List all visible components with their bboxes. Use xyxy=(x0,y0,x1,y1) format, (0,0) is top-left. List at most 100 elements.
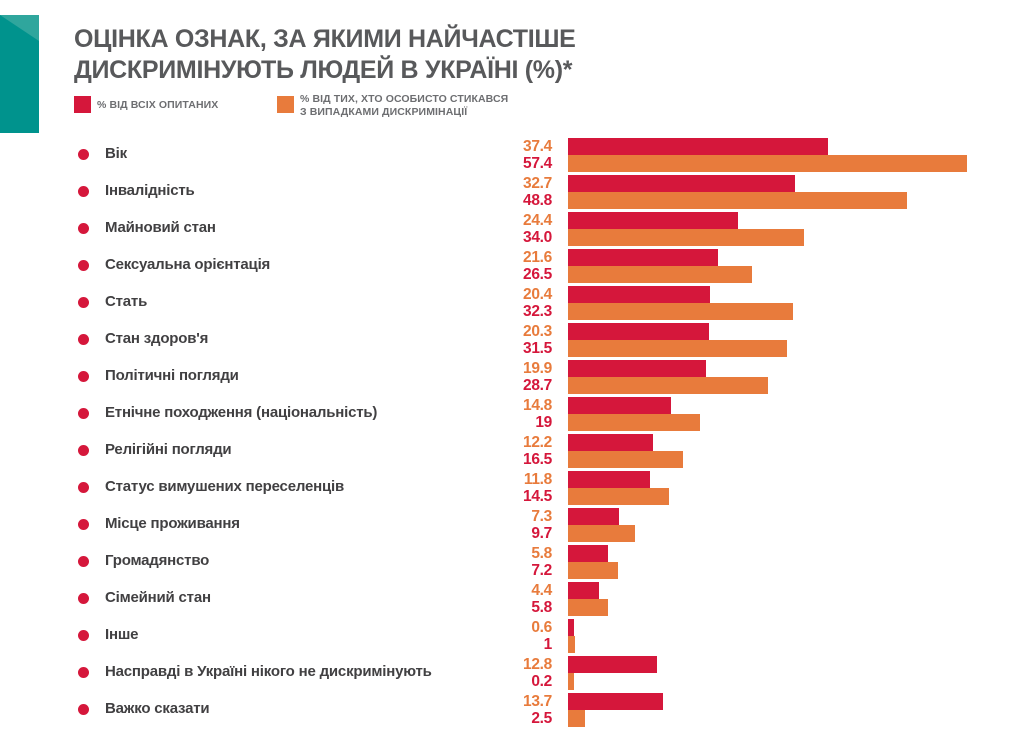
value-pair: 0.6 1 xyxy=(440,617,552,653)
bar-all-respondents xyxy=(568,138,828,155)
chart-row: Місце проживання 7.3 9.7 xyxy=(0,506,1024,543)
value-pair: 14.8 19 xyxy=(440,395,552,431)
ribbon-fold-triangle xyxy=(0,15,39,41)
category-label: Політичні погляди xyxy=(105,367,239,384)
chart-rows: Вік 37.4 57.4 Інвалідність 32.7 48.8 Май… xyxy=(0,136,1024,736)
value-pair: 12.8 0.2 xyxy=(440,654,552,690)
category-label: Етнічне походження (національність) xyxy=(105,404,378,421)
bullet-icon xyxy=(78,371,89,382)
bar-experienced xyxy=(568,192,908,209)
value-all-respondents: 5.8 xyxy=(531,545,552,562)
value-pair: 11.8 14.5 xyxy=(440,469,552,505)
bar-experienced xyxy=(568,451,683,468)
value-experienced: 0.2 xyxy=(531,673,552,690)
page-title-line1: ОЦІНКА ОЗНАК, ЗА ЯКИМИ НАЙЧАСТІШЕ xyxy=(74,25,576,53)
chart-row: Сімейний стан 4.4 5.8 xyxy=(0,580,1024,617)
value-all-respondents: 19.9 xyxy=(523,360,552,377)
bar-all-respondents xyxy=(568,693,664,710)
chart-row: Інше 0.6 1 xyxy=(0,617,1024,654)
value-experienced: 16.5 xyxy=(523,451,552,468)
value-pair: 7.3 9.7 xyxy=(440,506,552,542)
category-label: Сексуальна орієнтація xyxy=(105,256,271,273)
bar-experienced xyxy=(568,525,636,542)
value-experienced: 28.7 xyxy=(523,377,552,394)
bar-experienced xyxy=(568,229,805,246)
value-experienced: 31.5 xyxy=(523,340,552,357)
value-all-respondents: 20.3 xyxy=(523,323,552,340)
bar-experienced xyxy=(568,673,574,690)
value-experienced: 57.4 xyxy=(523,155,552,172)
value-all-respondents: 4.4 xyxy=(531,582,552,599)
bar-experienced xyxy=(568,303,793,320)
chart-row: Майновий стан 24.4 34.0 xyxy=(0,210,1024,247)
page-title-line2: ДИСКРИМІНУЮТЬ ЛЮДЕЙ В УКРАЇНІ (%)* xyxy=(74,56,573,84)
value-pair: 20.4 32.3 xyxy=(440,284,552,320)
chart-row: Громадянство 5.8 7.2 xyxy=(0,543,1024,580)
category-label: Статус вимушених переселенців xyxy=(105,478,344,495)
bullet-icon xyxy=(78,519,89,530)
value-all-respondents: 0.6 xyxy=(531,619,552,636)
legend-label-experienced-line2: З ВИПАДКАМИ ДИСКРИМІНАЦІЇ xyxy=(300,105,468,118)
value-experienced: 34.0 xyxy=(523,229,552,246)
category-label: Майновий стан xyxy=(105,219,216,236)
category-label: Стан здоров'я xyxy=(105,330,209,347)
bar-experienced xyxy=(568,636,575,653)
chart-row: Насправді в Україні нікого не дискриміну… xyxy=(0,654,1024,691)
bullet-icon xyxy=(78,223,89,234)
category-label: Стать xyxy=(105,293,148,310)
bullet-icon xyxy=(78,149,89,160)
bar-experienced xyxy=(568,266,753,283)
bar-all-respondents xyxy=(568,434,653,451)
bar-experienced xyxy=(568,599,609,616)
value-all-respondents: 32.7 xyxy=(523,175,552,192)
bar-all-respondents xyxy=(568,471,650,488)
bar-all-respondents xyxy=(568,286,710,303)
category-label: Вік xyxy=(105,145,127,162)
value-all-respondents: 21.6 xyxy=(523,249,552,266)
category-label: Насправді в Україні нікого не дискриміну… xyxy=(105,663,432,680)
value-pair: 12.2 16.5 xyxy=(440,432,552,468)
bullet-icon xyxy=(78,704,89,715)
bar-experienced xyxy=(568,710,586,727)
value-experienced: 5.8 xyxy=(531,599,552,616)
chart-row: Сексуальна орієнтація 21.6 26.5 xyxy=(0,247,1024,284)
chart-row: Інвалідність 32.7 48.8 xyxy=(0,173,1024,210)
chart-row: Важко сказати 13.7 2.5 xyxy=(0,691,1024,728)
value-all-respondents: 11.8 xyxy=(523,471,552,488)
bar-all-respondents xyxy=(568,360,707,377)
value-all-respondents: 14.8 xyxy=(523,397,552,414)
chart-row: Політичні погляди 19.9 28.7 xyxy=(0,358,1024,395)
bullet-icon xyxy=(78,482,89,493)
chart-row: Статус вимушених переселенців 11.8 14.5 xyxy=(0,469,1024,506)
category-label: Сімейний стан xyxy=(105,589,211,606)
corner-ribbon xyxy=(0,15,39,133)
bar-all-respondents xyxy=(568,249,719,266)
value-pair: 5.8 7.2 xyxy=(440,543,552,579)
value-experienced: 32.3 xyxy=(523,303,552,320)
value-experienced: 9.7 xyxy=(531,525,552,542)
value-pair: 32.7 48.8 xyxy=(440,173,552,209)
bar-experienced xyxy=(568,562,618,579)
value-pair: 13.7 2.5 xyxy=(440,691,552,727)
category-label: Громадянство xyxy=(105,552,210,569)
bullet-icon xyxy=(78,556,89,567)
chart-row: Стан здоров'я 20.3 31.5 xyxy=(0,321,1024,358)
bar-all-respondents xyxy=(568,175,796,192)
legend-label-experienced: % ВІД ТИХ, ХТО ОСОБИСТО СТИКАВСЯ З ВИПАД… xyxy=(300,93,508,118)
bar-all-respondents xyxy=(568,508,619,525)
value-all-respondents: 24.4 xyxy=(523,212,552,229)
value-all-respondents: 7.3 xyxy=(531,508,552,525)
bar-all-respondents xyxy=(568,582,599,599)
category-label: Інше xyxy=(105,626,139,643)
value-all-respondents: 12.2 xyxy=(523,434,552,451)
chart-row: Стать 20.4 32.3 xyxy=(0,284,1024,321)
value-all-respondents: 13.7 xyxy=(523,693,552,710)
value-experienced: 19 xyxy=(535,414,552,431)
bar-all-respondents xyxy=(568,397,671,414)
value-pair: 4.4 5.8 xyxy=(440,580,552,616)
bullet-icon xyxy=(78,593,89,604)
value-pair: 19.9 28.7 xyxy=(440,358,552,394)
bar-experienced xyxy=(568,488,669,505)
bullet-icon xyxy=(78,630,89,641)
